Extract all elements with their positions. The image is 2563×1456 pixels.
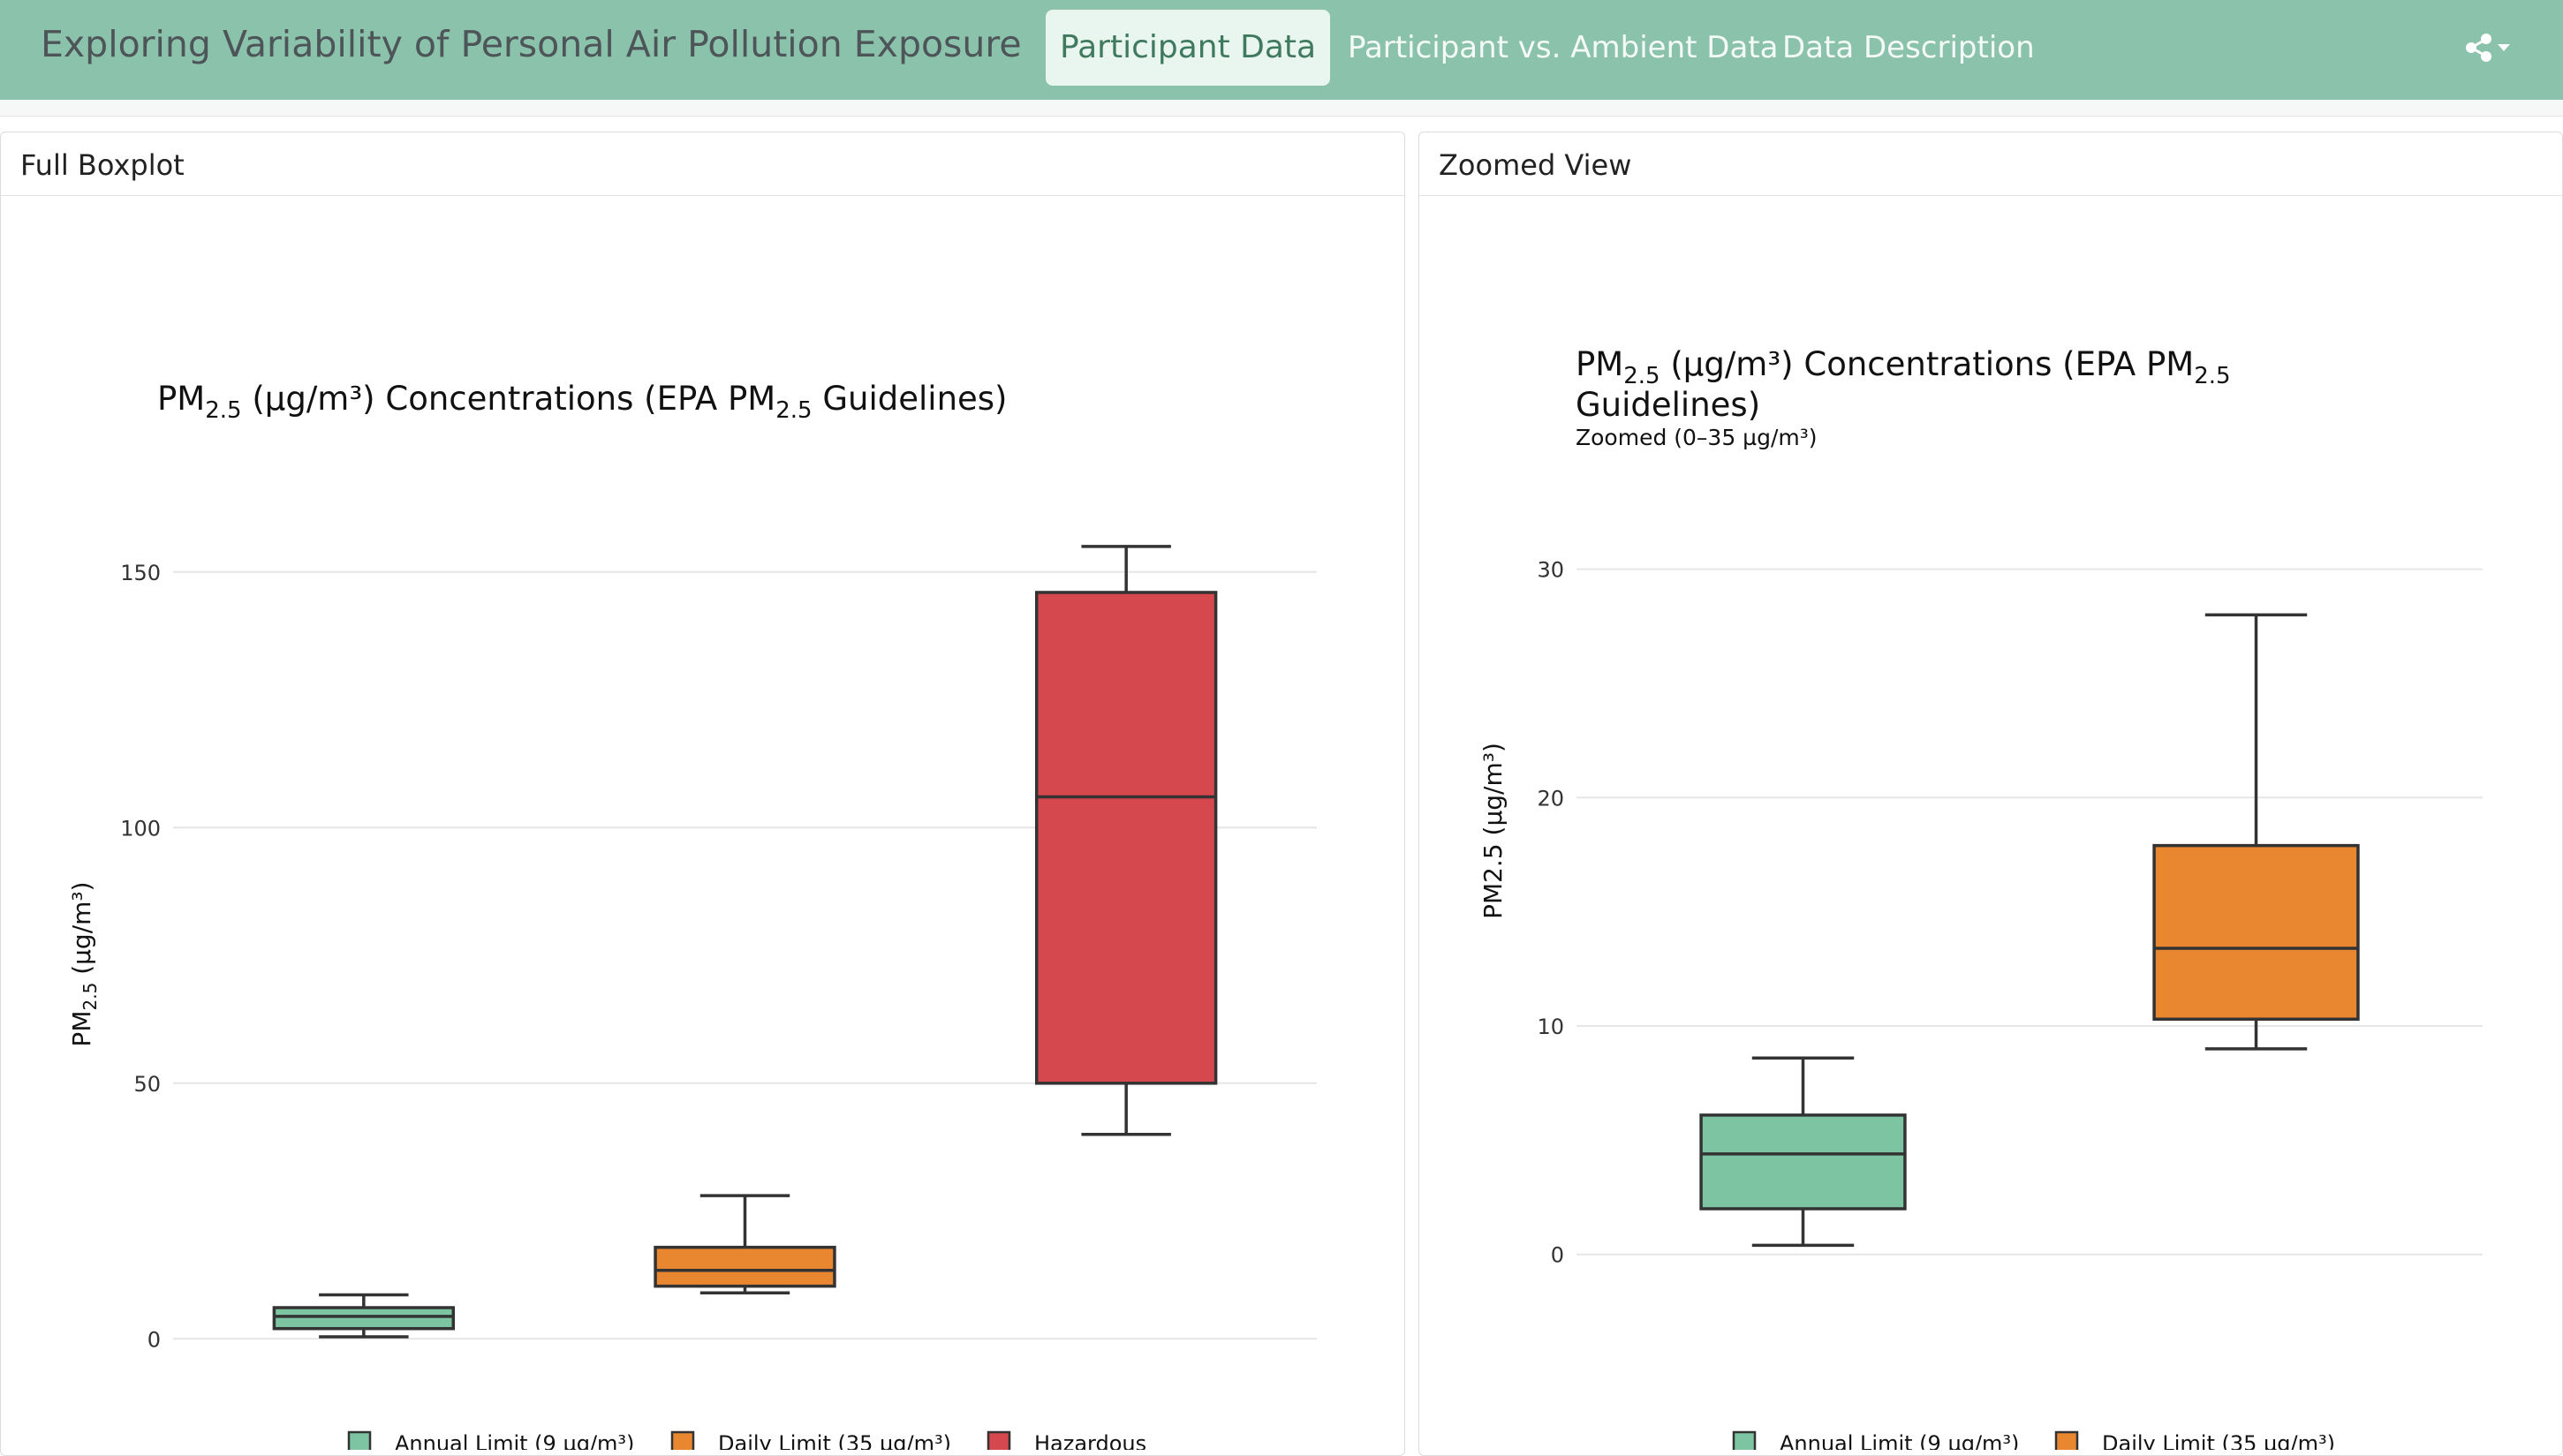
zoomed-view-header: Zoomed View <box>1419 132 2562 196</box>
navbar: Exploring Variability of Personal Air Po… <box>0 0 2563 100</box>
legend-item-2[interactable]: Daily Limit (35 µg/m³) <box>670 1430 951 1450</box>
full-chart-title: PM2.5 (µg/m³) Concentrations (EPA PM2.5 … <box>157 380 1008 424</box>
iqr-box <box>2152 843 2360 1022</box>
box-1[interactable] <box>272 1293 456 1339</box>
tab-data-description[interactable]: Data Description <box>1782 30 2035 65</box>
app-title[interactable]: Exploring Variability of Personal Air Po… <box>41 23 1022 65</box>
zoomed-y-axis-label: PM2.5 (µg/m³) <box>1478 743 1508 919</box>
caret-down-icon <box>2498 44 2510 51</box>
box-2[interactable] <box>654 1194 836 1294</box>
y-tick-label: 10 <box>1537 1015 1564 1039</box>
legend-swatch <box>1732 1430 1757 1450</box>
share-dropdown-button[interactable] <box>2464 32 2517 64</box>
box-1[interactable] <box>1699 1056 1907 1248</box>
zoomed-chart-title-line2: Guidelines) <box>1576 386 1760 424</box>
zoomed-legend: Annual Limit (9 µg/m³) Daily Limit (35 µg… <box>1732 1430 2335 1450</box>
iqr-box <box>272 1306 456 1331</box>
legend-label: Daily Limit (35 µg/m³) <box>2102 1431 2335 1450</box>
y-tick-label: 0 <box>1551 1243 1564 1268</box>
full-boxplot-chart[interactable]: PM2.5 (µg/m³) Concentrations (EPA PM2.5 … <box>1 196 1404 1450</box>
iqr-box <box>1699 1113 1907 1211</box>
legend-swatch <box>2054 1430 2079 1450</box>
zoomed-view-card: Zoomed View PM2.5 (µg/m³) Concentrations… <box>1418 132 2563 1456</box>
iqr-box <box>654 1245 836 1288</box>
full-y-axis-label: PM2.5 (µg/m³) <box>67 881 101 1046</box>
tab-participant-data[interactable]: Participant Data <box>1046 10 1331 86</box>
legend-item-2[interactable]: Daily Limit (35 µg/m³) <box>2054 1430 2335 1450</box>
y-tick-label: 50 <box>133 1072 161 1097</box>
box-3[interactable] <box>1034 545 1218 1136</box>
box-2[interactable] <box>2152 613 2360 1051</box>
y-tick-label: 0 <box>147 1327 161 1352</box>
tab-participant-vs-ambient-data[interactable]: Participant vs. Ambient Data <box>1348 30 1779 65</box>
y-tick-label: 100 <box>120 816 161 841</box>
share-icon <box>2466 34 2510 62</box>
legend-item-3[interactable]: Hazardous <box>987 1430 1146 1450</box>
legend-swatch <box>670 1430 695 1450</box>
legend-item-1[interactable]: Annual Limit (9 µg/m³) <box>1732 1430 2019 1450</box>
zoomed-boxplot-chart[interactable]: PM2.5 (µg/m³) Concentrations (EPA PM2.5 … <box>1419 196 2562 1450</box>
full-boxplot-header: Full Boxplot <box>1 132 1404 196</box>
zoomed-boxes <box>1699 613 2360 1248</box>
legend-label: Annual Limit (9 µg/m³) <box>395 1431 634 1450</box>
subbar <box>0 100 2563 117</box>
y-tick-label: 20 <box>1537 786 1564 811</box>
zoomed-gridlines: 0 10 20 30 <box>1537 558 2483 1268</box>
y-tick-label: 150 <box>120 561 161 585</box>
legend-item-1[interactable]: Annual Limit (9 µg/m³) <box>347 1430 634 1450</box>
zoomed-chart-title-line1: PM2.5 (µg/m³) Concentrations (EPA PM2.5 <box>1576 345 2231 389</box>
legend-swatch <box>987 1430 1011 1450</box>
legend-label: Daily Limit (35 µg/m³) <box>718 1431 951 1450</box>
y-tick-label: 30 <box>1537 558 1564 583</box>
full-legend: Annual Limit (9 µg/m³) Daily Limit (35 µg… <box>347 1430 1146 1450</box>
legend-label: Annual Limit (9 µg/m³) <box>1780 1431 2019 1450</box>
zoomed-chart-subtitle: Zoomed (0–35 µg/m³) <box>1576 425 1818 450</box>
iqr-box <box>1034 591 1218 1085</box>
full-boxes <box>272 545 1218 1339</box>
full-boxplot-card: Full Boxplot PM2.5 (µg/m³) Concentration… <box>0 132 1405 1456</box>
legend-label: Hazardous <box>1034 1431 1146 1450</box>
legend-swatch <box>347 1430 372 1450</box>
